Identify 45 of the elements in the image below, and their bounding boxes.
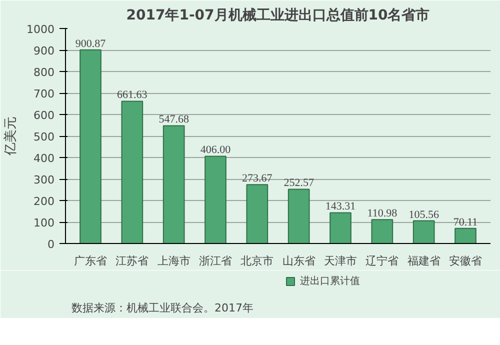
x-tick-label: 广东省 (74, 254, 107, 268)
bar (288, 188, 310, 244)
bar (162, 125, 185, 244)
data-label: 547.68 (158, 114, 190, 126)
y-tick-label: 400 (34, 152, 55, 165)
bar (204, 156, 226, 244)
y-tick-label: 200 (34, 195, 55, 208)
x-tick-label: 北京市 (240, 254, 274, 268)
bar (412, 220, 435, 244)
data-label: 110.98 (367, 208, 398, 220)
bar (246, 184, 268, 244)
bar (371, 219, 394, 244)
bar (330, 212, 352, 244)
bar (121, 100, 144, 244)
y-tick-label: 0 (48, 238, 54, 251)
data-label: 105.56 (408, 208, 440, 221)
y-tick-label: 700 (34, 88, 55, 100)
data-label: 406.00 (200, 144, 232, 156)
y-tick-label: 800 (34, 66, 55, 79)
data-label: 143.31 (325, 200, 356, 213)
y-tick-label: 100 (34, 216, 55, 230)
x-tick-label: 浙江省 (199, 254, 232, 268)
data-label: 900.87 (75, 38, 106, 50)
y-tick-label: 500 (34, 130, 55, 144)
x-tick-label: 上海市 (157, 254, 190, 268)
x-tick-label: 江苏省 (116, 254, 149, 268)
data-label: 70.11 (453, 216, 478, 228)
data-label: 661.63 (117, 89, 148, 102)
data-label: 273.67 (242, 172, 273, 185)
chart-title: 2017年1-07月机械工业进出口总值前10名省市 (126, 6, 430, 24)
legend-label: 进出口累计值 (300, 274, 360, 288)
x-tick-label: 辽宁省 (366, 254, 399, 268)
data-label: 252.57 (284, 177, 314, 190)
x-tick-label: 天津市 (324, 254, 357, 268)
y-tick-label: 300 (34, 174, 55, 186)
y-tick-label: 1000 (26, 23, 55, 36)
y-axis-title: 亿美元 (2, 116, 19, 156)
bar (80, 49, 102, 244)
source-note: 数据来源：机械工业联合会。2017年 (72, 302, 254, 314)
y-tick-label: 600 (34, 109, 55, 122)
x-tick-label: 山东省 (282, 254, 316, 268)
y-tick-label: 900 (34, 44, 55, 58)
bar (454, 228, 476, 244)
x-tick-label: 安徽省 (449, 254, 482, 268)
x-tick-label: 福建省 (407, 254, 440, 268)
